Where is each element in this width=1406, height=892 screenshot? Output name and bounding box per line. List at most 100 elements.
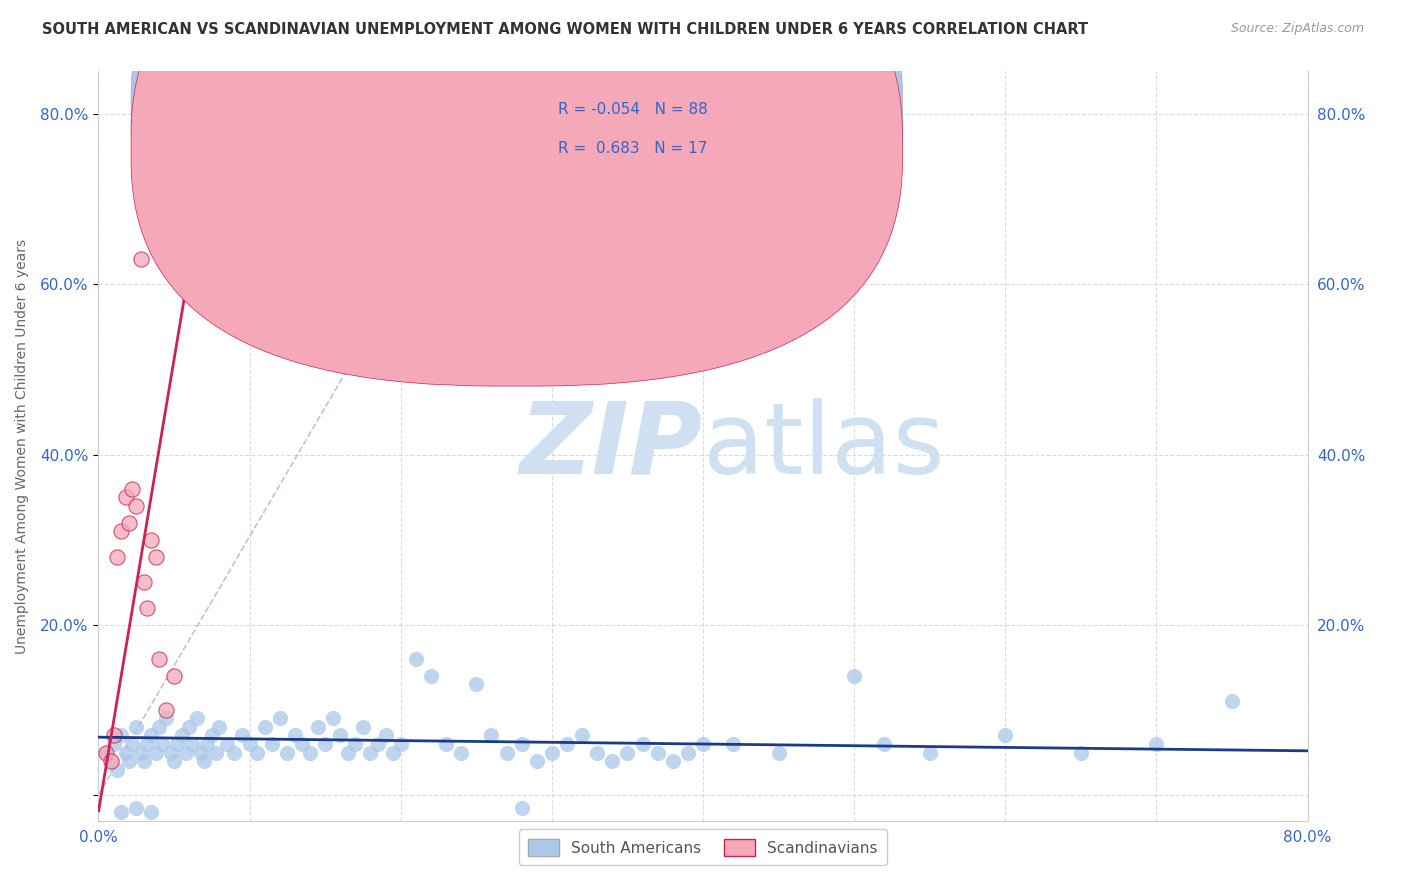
Point <box>186 711 208 725</box>
Point <box>382 746 405 760</box>
Point <box>166 737 188 751</box>
Point <box>181 737 204 751</box>
Point <box>148 720 170 734</box>
Point <box>103 729 125 743</box>
Point <box>367 737 389 751</box>
Point <box>114 746 136 760</box>
Point <box>481 729 503 743</box>
Point <box>602 754 624 768</box>
Point <box>121 737 143 751</box>
Point <box>571 729 593 743</box>
Point <box>129 252 152 266</box>
Point <box>239 737 262 751</box>
Point <box>135 737 157 751</box>
Point <box>145 549 167 564</box>
Point <box>193 754 215 768</box>
Point <box>121 482 143 496</box>
Point <box>262 737 284 751</box>
Text: ZIP: ZIP <box>520 398 703 494</box>
FancyBboxPatch shape <box>474 80 793 177</box>
Point <box>540 746 562 760</box>
Point <box>155 711 177 725</box>
Point <box>269 711 291 725</box>
Text: atlas: atlas <box>703 398 945 494</box>
Point <box>195 737 218 751</box>
Point <box>526 754 548 768</box>
Point <box>100 754 122 768</box>
Point <box>179 720 201 734</box>
Point <box>110 805 132 819</box>
Point <box>352 720 374 734</box>
Point <box>844 669 866 683</box>
Point <box>631 737 654 751</box>
Point <box>201 729 224 743</box>
Point <box>555 737 578 751</box>
Point <box>374 729 396 743</box>
FancyBboxPatch shape <box>131 0 903 386</box>
Point <box>110 729 132 743</box>
Point <box>314 737 336 751</box>
Point <box>190 746 212 760</box>
Point <box>132 575 155 590</box>
Point <box>163 754 186 768</box>
Point <box>291 737 314 751</box>
Point <box>94 746 117 760</box>
Point <box>215 737 238 751</box>
Point <box>276 746 298 760</box>
Point <box>994 729 1017 743</box>
Point <box>329 729 352 743</box>
Point <box>692 737 714 751</box>
Point <box>141 805 163 819</box>
Point <box>105 549 128 564</box>
Point <box>1070 746 1092 760</box>
Point <box>434 737 457 751</box>
Text: SOUTH AMERICAN VS SCANDINAVIAN UNEMPLOYMENT AMONG WOMEN WITH CHILDREN UNDER 6 YE: SOUTH AMERICAN VS SCANDINAVIAN UNEMPLOYM… <box>42 22 1088 37</box>
Point <box>118 516 141 530</box>
Point <box>676 746 699 760</box>
Point <box>405 652 427 666</box>
Point <box>1220 694 1243 708</box>
Point <box>205 746 228 760</box>
Point <box>647 746 669 760</box>
Point <box>118 754 141 768</box>
Point <box>246 746 269 760</box>
Point <box>103 737 125 751</box>
Point <box>420 669 443 683</box>
Point <box>510 737 533 751</box>
Point <box>918 746 941 760</box>
Point <box>723 737 745 751</box>
Point <box>114 490 136 504</box>
Point <box>141 729 163 743</box>
Point <box>322 711 344 725</box>
Point <box>132 754 155 768</box>
Text: R = -0.054   N = 88: R = -0.054 N = 88 <box>558 102 707 117</box>
Point <box>495 746 517 760</box>
Point <box>389 737 412 751</box>
Point <box>160 746 183 760</box>
Point <box>586 746 609 760</box>
Point <box>150 737 173 751</box>
Point <box>616 746 638 760</box>
Point <box>174 746 197 760</box>
Point <box>135 600 157 615</box>
Point <box>100 754 122 768</box>
Point <box>1144 737 1167 751</box>
Point <box>284 729 307 743</box>
Point <box>231 729 253 743</box>
Point <box>148 652 170 666</box>
Point <box>224 746 246 760</box>
Point <box>145 746 167 760</box>
Point <box>450 746 472 760</box>
Point <box>129 746 152 760</box>
Point <box>155 703 177 717</box>
Point <box>299 746 322 760</box>
Point <box>336 746 359 760</box>
Point <box>307 720 329 734</box>
Point <box>465 677 488 691</box>
Point <box>163 669 186 683</box>
Point <box>105 763 128 777</box>
Point <box>360 746 382 760</box>
Point <box>208 720 231 734</box>
Point <box>94 746 117 760</box>
Point <box>768 746 790 760</box>
